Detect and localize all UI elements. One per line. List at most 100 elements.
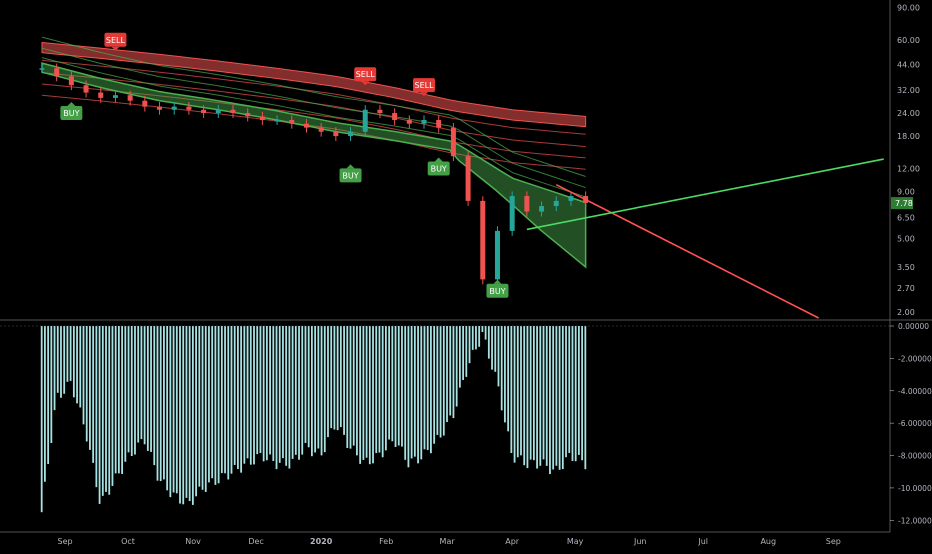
histogram-bar (240, 326, 243, 473)
candle[interactable] (274, 115, 280, 125)
histogram-bar (224, 326, 226, 474)
candle[interactable] (539, 201, 545, 217)
candle[interactable] (157, 101, 163, 115)
candle[interactable] (509, 191, 515, 236)
candle[interactable] (127, 90, 133, 106)
lower-band-line (41, 57, 586, 198)
histogram-bar (539, 326, 542, 466)
candle[interactable] (377, 105, 383, 118)
candle[interactable] (318, 122, 324, 137)
x-tick-label: May (567, 537, 584, 546)
histogram-bar (510, 326, 513, 454)
trendline-red[interactable] (555, 183, 819, 319)
histogram-bar (262, 326, 265, 462)
histogram-bar (227, 326, 230, 480)
candle[interactable] (83, 80, 89, 98)
histogram-bar (462, 326, 464, 381)
histogram-bar (179, 326, 181, 504)
histogram-bar (513, 326, 516, 463)
histogram-bar (352, 326, 355, 446)
candle-body (539, 206, 545, 212)
candle[interactable] (333, 127, 339, 141)
histogram-bar (507, 326, 510, 432)
candle[interactable] (54, 63, 60, 82)
candle-body (450, 127, 456, 157)
histogram-bar (423, 326, 426, 450)
histogram-bar (253, 326, 255, 465)
candle[interactable] (421, 115, 427, 129)
histogram-bar (82, 326, 85, 425)
candle[interactable] (39, 63, 45, 74)
buy-signal[interactable]: BUY (60, 102, 83, 121)
candle[interactable] (171, 101, 177, 115)
histogram-bar (339, 326, 342, 428)
candle[interactable] (289, 115, 295, 129)
histogram-bar (349, 326, 352, 449)
histogram-bar (117, 326, 120, 474)
candle[interactable] (362, 105, 368, 137)
last-price-label: 7.78 (895, 199, 913, 208)
histogram-bar (246, 326, 249, 459)
candle[interactable] (480, 196, 486, 285)
candle-body (348, 131, 354, 137)
x-tick-label: Sep (58, 537, 73, 546)
signal-label: BUY (63, 109, 79, 118)
histogram-bar (53, 326, 56, 411)
histogram-bar (98, 326, 101, 504)
candle-body (392, 113, 398, 120)
buy-signal[interactable]: BUY (427, 157, 450, 176)
candle[interactable] (98, 87, 104, 103)
candle[interactable] (68, 71, 74, 91)
price-panel[interactable]: SELL BUY SELL BUY SELL BUY BUY (39, 32, 884, 319)
upper-band-line (41, 83, 586, 159)
histogram-bar (407, 326, 410, 468)
histogram-bar (265, 326, 268, 461)
candle[interactable] (436, 115, 442, 133)
trendline-green[interactable] (526, 158, 884, 231)
histogram-bar (307, 326, 310, 448)
candle[interactable] (392, 108, 398, 125)
candle[interactable] (348, 127, 354, 141)
candle-body (215, 109, 221, 114)
osc-tick-label: -8.00000 (898, 452, 932, 461)
candle[interactable] (230, 105, 236, 118)
x-tick-label: Apr (505, 537, 520, 546)
histogram-bar (526, 326, 529, 469)
candle[interactable] (465, 151, 471, 206)
candle[interactable] (553, 196, 559, 212)
oscillator-panel[interactable] (0, 325, 890, 513)
histogram-bar (233, 326, 236, 465)
sell-signal[interactable]: SELL (413, 78, 436, 97)
candle[interactable] (524, 191, 530, 217)
sell-signal[interactable]: SELL (104, 32, 127, 51)
candle[interactable] (245, 108, 251, 122)
candle[interactable] (142, 96, 148, 112)
candle[interactable] (303, 119, 309, 133)
buy-signal[interactable]: BUY (486, 279, 509, 298)
buy-signal[interactable]: BUY (339, 164, 362, 183)
osc-tick-label: -6.00000 (898, 419, 932, 428)
candle[interactable] (450, 122, 456, 162)
histogram-bar (130, 326, 133, 457)
histogram-bar (410, 326, 413, 459)
candle[interactable] (406, 115, 412, 129)
price-tick-label: 24.00 (897, 109, 920, 118)
candle[interactable] (201, 105, 207, 118)
candle[interactable] (494, 226, 500, 285)
histogram-bar (275, 326, 278, 470)
candle[interactable] (568, 191, 574, 206)
histogram-bar (523, 326, 526, 466)
sell-signal[interactable]: SELL (354, 67, 377, 86)
candle[interactable] (112, 90, 118, 103)
histogram-bar (413, 326, 416, 457)
histogram-bar (188, 326, 191, 502)
candle[interactable] (215, 105, 221, 118)
candle-body (201, 109, 207, 114)
histogram-bar (581, 326, 584, 461)
candle[interactable] (186, 101, 192, 115)
candle-body (421, 119, 427, 124)
candle[interactable] (259, 111, 265, 125)
histogram-bar (333, 326, 336, 430)
